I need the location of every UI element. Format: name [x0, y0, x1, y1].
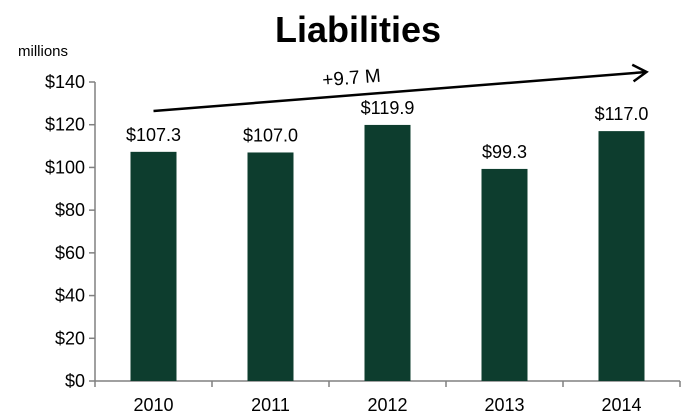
y-tick-label: $80 — [55, 200, 85, 220]
trend-arrow-line — [153, 70, 647, 113]
bar-2011 — [247, 152, 294, 381]
y-tick-label: $60 — [55, 243, 85, 263]
data-label-2010: $107.3 — [126, 125, 181, 145]
bar-2012 — [364, 124, 411, 381]
bar-2014 — [598, 131, 645, 381]
y-axis-unit-label: millions — [18, 43, 68, 60]
x-tick-label-2011: 2011 — [251, 395, 290, 415]
data-label-2013: $99.3 — [482, 142, 527, 162]
y-tick-label: $120 — [45, 115, 85, 135]
y-tick-label: $40 — [55, 286, 85, 306]
y-tick-label: $20 — [55, 328, 85, 348]
x-tick-label-2012: 2012 — [367, 395, 407, 415]
x-tick-label-2010: 2010 — [133, 395, 173, 415]
x-tick-label-2013: 2013 — [484, 395, 524, 415]
chart-title: Liabilities — [275, 9, 441, 50]
bar-2013 — [481, 168, 528, 381]
y-tick-label: $0 — [65, 371, 85, 391]
data-label-2014: $117.0 — [595, 104, 649, 124]
bar-2010 — [130, 151, 177, 381]
plot-area: $0 $20 $40 $60 $80 $100 $120 $140 $107.3 2010 $107… — [45, 63, 681, 415]
trend-arrow-head — [631, 63, 649, 83]
data-label-2012: $119.9 — [361, 98, 415, 118]
data-label-2011: $107.0 — [243, 125, 298, 145]
trend-annotation-label: +9.7 M — [322, 66, 382, 92]
x-tick-label-2014: 2014 — [601, 395, 641, 415]
y-tick-label: $100 — [45, 157, 85, 177]
y-tick-label: $140 — [45, 72, 85, 92]
